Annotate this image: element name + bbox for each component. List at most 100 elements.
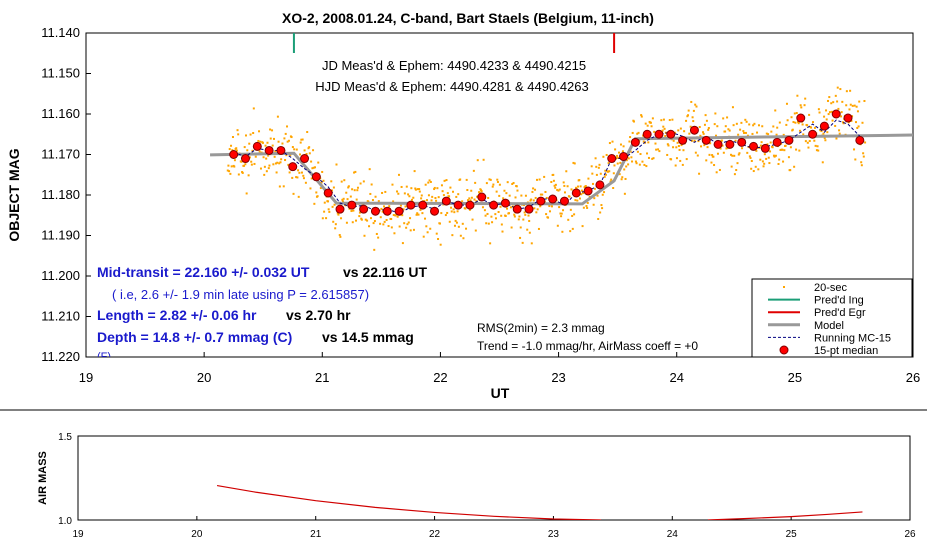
scatter-point bbox=[845, 90, 848, 93]
scatter-point bbox=[439, 243, 442, 246]
scatter-point bbox=[798, 149, 801, 152]
median-point bbox=[619, 152, 629, 162]
scatter-point bbox=[586, 206, 589, 209]
scatter-point bbox=[377, 200, 380, 203]
scatter-point bbox=[810, 126, 813, 129]
scatter-point bbox=[797, 120, 800, 123]
scatter-point bbox=[354, 170, 357, 173]
scatter-point bbox=[246, 149, 249, 152]
scatter-point bbox=[830, 110, 833, 113]
scatter-point bbox=[474, 229, 477, 232]
scatter-point bbox=[247, 174, 250, 177]
scatter-point bbox=[761, 125, 764, 128]
x-tick-label: 21 bbox=[315, 370, 329, 385]
scatter-point bbox=[459, 178, 462, 181]
scatter-point bbox=[828, 111, 831, 114]
depth-text: Depth = 14.8 +/- 0.7 mmag (C) bbox=[97, 329, 292, 345]
scatter-point bbox=[496, 180, 499, 183]
scatter-point bbox=[235, 147, 238, 150]
scatter-point bbox=[685, 119, 688, 122]
scatter-point bbox=[416, 188, 419, 191]
scatter-point bbox=[413, 170, 416, 173]
scatter-point bbox=[233, 159, 236, 162]
scatter-point bbox=[841, 121, 844, 124]
scatter-point bbox=[487, 196, 490, 199]
scatter-point bbox=[332, 186, 335, 189]
scatter-point bbox=[448, 220, 451, 223]
scatter-point bbox=[720, 139, 723, 142]
scatter-point bbox=[469, 199, 472, 202]
scatter-point bbox=[473, 198, 476, 201]
scatter-point bbox=[744, 118, 747, 121]
scatter-point bbox=[783, 149, 786, 152]
scatter-point bbox=[748, 123, 751, 126]
scatter-point bbox=[647, 141, 650, 144]
scatter-point bbox=[862, 155, 865, 158]
scatter-point bbox=[854, 158, 857, 161]
scatter-point bbox=[251, 149, 254, 152]
scatter-point bbox=[520, 194, 523, 197]
scatter-point bbox=[698, 125, 701, 128]
scatter-point bbox=[643, 163, 646, 166]
scatter-point bbox=[558, 206, 561, 209]
scatter-point bbox=[584, 185, 587, 188]
scatter-point bbox=[778, 121, 781, 124]
scatter-point bbox=[604, 169, 607, 172]
scatter-point bbox=[808, 139, 811, 142]
scatter-point bbox=[351, 221, 354, 224]
scatter-point bbox=[405, 185, 408, 188]
scatter-point bbox=[722, 117, 725, 120]
scatter-point bbox=[735, 122, 738, 125]
y-axis-label: OBJECT MAG bbox=[6, 148, 22, 241]
airmass-x-tick-label: 20 bbox=[191, 529, 203, 540]
scatter-point bbox=[253, 162, 256, 165]
scatter-point bbox=[433, 188, 436, 191]
median-point bbox=[347, 200, 357, 210]
scatter-point bbox=[558, 188, 561, 191]
scatter-point bbox=[679, 159, 682, 162]
scatter-point bbox=[623, 168, 626, 171]
scatter-point bbox=[451, 234, 454, 237]
scatter-point bbox=[570, 188, 573, 191]
median-point bbox=[796, 113, 806, 123]
scatter-point bbox=[789, 146, 792, 149]
scatter-point bbox=[795, 112, 798, 115]
scatter-point bbox=[644, 122, 647, 125]
scatter-point bbox=[311, 167, 314, 170]
scatter-point bbox=[285, 154, 288, 157]
scatter-point bbox=[286, 140, 289, 143]
scatter-point bbox=[535, 211, 538, 214]
scatter-point bbox=[662, 118, 665, 121]
scatter-point bbox=[801, 123, 804, 126]
scatter-point bbox=[310, 160, 313, 163]
scatter-point bbox=[654, 142, 657, 145]
scatter-point bbox=[744, 131, 747, 134]
scatter-point bbox=[527, 214, 530, 217]
scatter-point bbox=[709, 142, 712, 145]
scatter-point bbox=[461, 222, 464, 225]
scatter-point bbox=[863, 99, 866, 102]
scatter-point bbox=[816, 145, 819, 148]
scatter-point bbox=[817, 149, 820, 152]
scatter-point bbox=[497, 211, 500, 214]
scatter-point bbox=[702, 132, 705, 135]
scatter-point bbox=[752, 170, 755, 173]
scatter-point bbox=[539, 193, 542, 196]
scatter-point bbox=[860, 161, 863, 164]
scatter-point bbox=[664, 135, 667, 138]
chart-title: XO-2, 2008.01.24, C-band, Bart Staels (B… bbox=[282, 10, 654, 26]
scatter-point bbox=[695, 105, 698, 108]
scatter-point bbox=[321, 170, 324, 173]
scatter-point bbox=[327, 200, 330, 203]
scatter-point bbox=[390, 218, 393, 221]
scatter-point bbox=[642, 140, 645, 143]
scatter-point bbox=[443, 179, 446, 182]
scatter-point bbox=[500, 214, 503, 217]
scatter-point bbox=[455, 221, 458, 224]
scatter-point bbox=[826, 131, 829, 134]
scatter-point bbox=[596, 194, 599, 197]
scatter-point bbox=[499, 205, 502, 208]
scatter-point bbox=[775, 133, 778, 136]
scatter-point bbox=[276, 115, 279, 118]
scatter-point bbox=[709, 138, 712, 141]
